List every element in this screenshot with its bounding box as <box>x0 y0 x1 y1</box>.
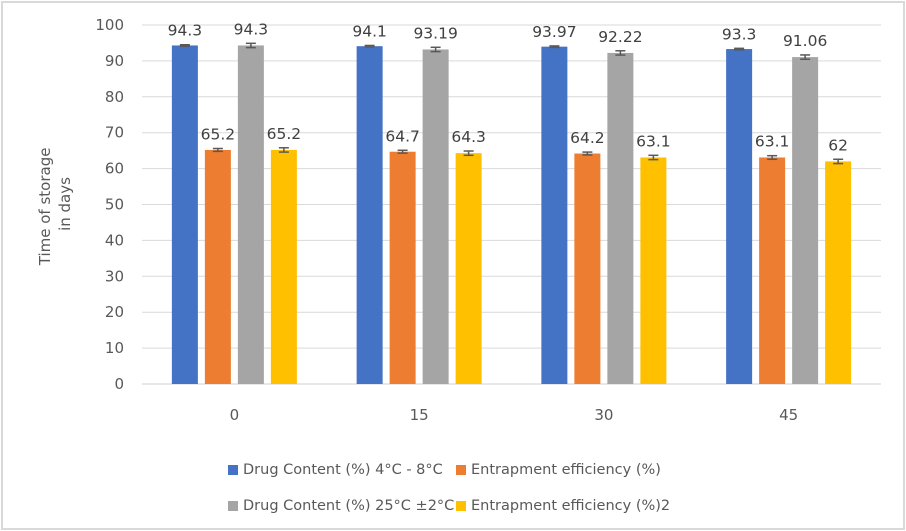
data-label: 63.1 <box>636 132 671 150</box>
y-tick-label: 70 <box>105 124 124 142</box>
data-label: 64.3 <box>451 128 486 146</box>
data-label: 94.3 <box>168 22 203 40</box>
data-label: 63.1 <box>755 133 790 151</box>
data-label: 64.2 <box>570 129 605 147</box>
data-label: 92.22 <box>598 28 642 46</box>
y-tick-label: 40 <box>105 231 124 249</box>
data-label: 65.2 <box>267 125 302 143</box>
y-tick-label: 10 <box>105 339 124 357</box>
bar <box>270 149 297 384</box>
bar <box>204 149 231 384</box>
y-tick-label: 100 <box>95 16 124 34</box>
legend-item[interactable]: Entrapment efficiency (%) <box>456 462 661 478</box>
error-bars <box>179 42 844 165</box>
bar <box>574 153 601 384</box>
data-label: 64.7 <box>385 127 420 145</box>
bar <box>171 45 198 384</box>
bar <box>759 157 786 384</box>
bar <box>726 49 753 384</box>
bar <box>607 52 634 384</box>
legend-swatch-icon <box>456 501 466 511</box>
x-tick-label: 45 <box>779 406 798 424</box>
legend-row: Drug Content (%) 25°C ±2°C Entrapment ef… <box>228 488 748 524</box>
bar <box>640 157 667 384</box>
legend-swatch-icon <box>228 465 238 475</box>
y-axis-title-line-2: in days <box>56 177 74 231</box>
bar <box>356 46 383 384</box>
bar <box>422 49 449 384</box>
legend-item[interactable]: Drug Content (%) 4°C - 8°C <box>228 462 456 478</box>
gridlines <box>142 24 881 385</box>
bar <box>237 45 264 384</box>
legend-row: Drug Content (%) 4°C - 8°C Entrapment ef… <box>228 452 748 488</box>
data-label: 94.1 <box>352 22 387 40</box>
legend-label: Entrapment efficiency (%)2 <box>471 498 671 514</box>
bar <box>541 46 568 384</box>
bars <box>171 45 852 384</box>
data-labels: 94.3 65.2 94.3 65.2 94.1 64.7 93.19 64.3 93.97 64… <box>168 20 848 154</box>
legend-label: Drug Content (%) 4°C - 8°C <box>243 462 443 478</box>
y-tick-label: 90 <box>105 52 124 70</box>
y-axis-title: Time of storage in days <box>36 143 74 266</box>
legend-item[interactable]: Entrapment efficiency (%)2 <box>456 498 670 514</box>
bar <box>792 57 819 384</box>
legend-item[interactable]: Drug Content (%) 25°C ±2°C <box>228 498 456 514</box>
x-axis-ticks: 0 15 30 45 <box>230 406 799 424</box>
data-label: 62 <box>828 136 848 154</box>
legend-swatch-icon <box>228 501 238 511</box>
y-tick-label: 0 <box>114 375 124 393</box>
y-tick-label: 20 <box>105 303 124 321</box>
legend-swatch-icon <box>456 465 466 475</box>
data-label: 94.3 <box>234 20 269 38</box>
y-tick-label: 60 <box>105 160 124 178</box>
y-axis-ticks: 0 10 20 30 40 50 60 70 80 90 100 <box>95 16 124 393</box>
data-label: 93.19 <box>413 24 457 42</box>
x-tick-label: 15 <box>410 406 429 424</box>
y-tick-label: 80 <box>105 88 124 106</box>
bar <box>455 153 482 384</box>
y-tick-label: 50 <box>105 196 124 214</box>
legend: Drug Content (%) 4°C - 8°C Entrapment ef… <box>228 452 748 524</box>
x-tick-label: 30 <box>594 406 613 424</box>
data-label: 93.97 <box>532 23 576 41</box>
legend-label: Drug Content (%) 25°C ±2°C <box>243 498 455 514</box>
y-tick-label: 30 <box>105 267 124 285</box>
bar <box>389 151 416 384</box>
data-label: 91.06 <box>783 32 827 50</box>
data-label: 93.3 <box>722 25 757 43</box>
data-label: 65.2 <box>201 125 236 143</box>
x-tick-label: 0 <box>230 406 240 424</box>
bar <box>825 161 852 384</box>
legend-label: Entrapment efficiency (%) <box>471 462 661 478</box>
y-axis-title-line-1: Time of storage <box>36 148 54 267</box>
